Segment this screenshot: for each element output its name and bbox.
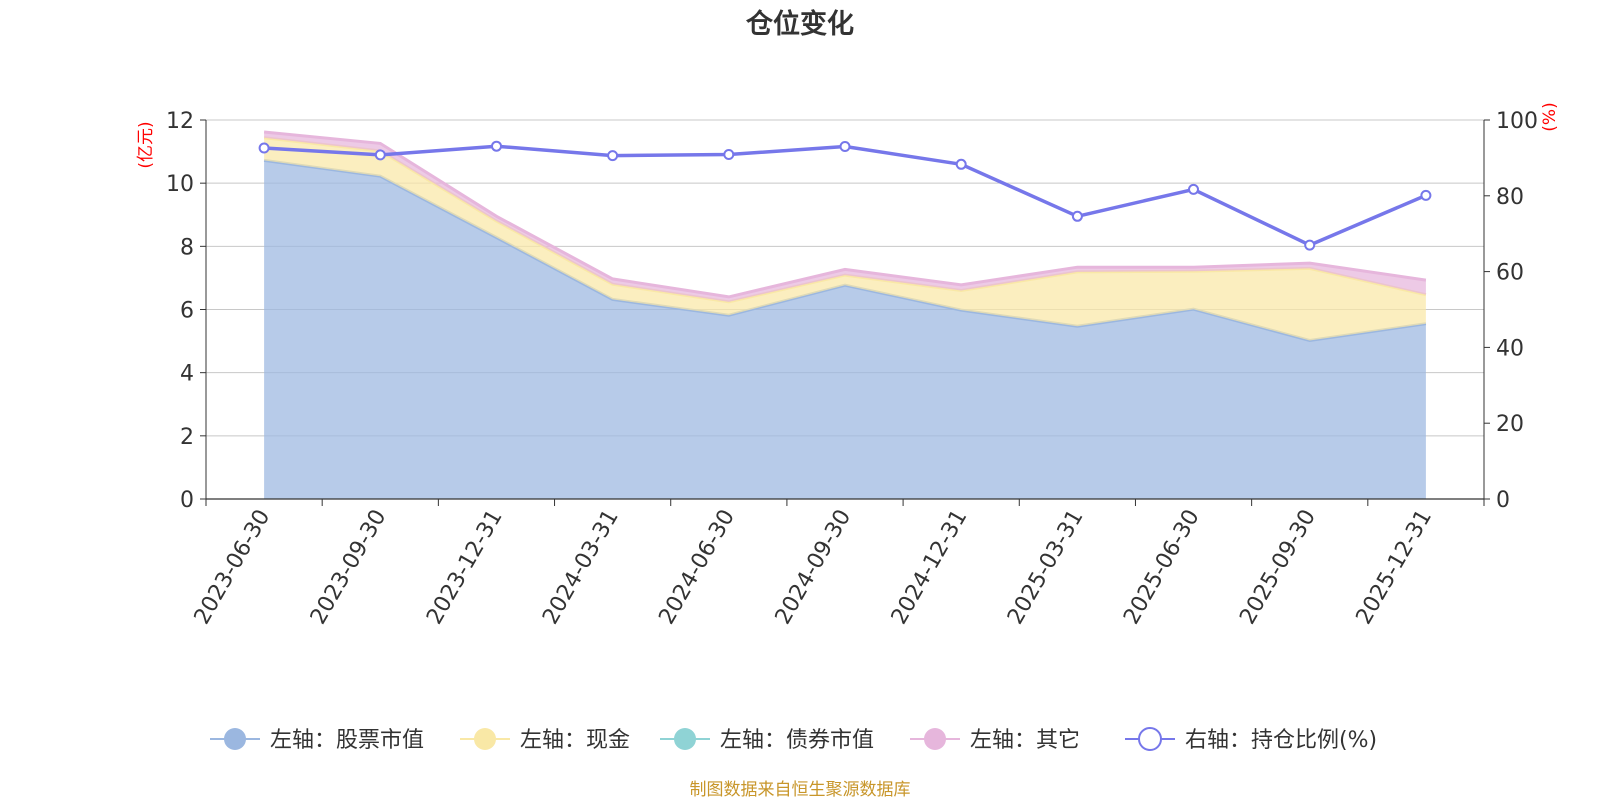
- ratio-point: [491, 140, 502, 152]
- ratio-point: [1188, 183, 1199, 195]
- stacked-areas: [263, 130, 1427, 499]
- x-tick-label: 2025-12-31: [1352, 506, 1438, 629]
- left-axis-unit: (亿元): [136, 121, 156, 168]
- x-tick-label: 2025-09-30: [1235, 506, 1321, 629]
- legend-marker: [1138, 727, 1162, 751]
- right-axis-unit: (%): [1540, 102, 1560, 131]
- x-tick-label: 2025-06-30: [1119, 506, 1205, 629]
- ratio-point: [374, 149, 386, 161]
- area-edge-3: [263, 130, 1427, 299]
- ratio-point: [839, 141, 851, 152]
- area-0: [264, 160, 1426, 499]
- ratio-point: [723, 149, 735, 160]
- left-tick-label: 10: [166, 172, 194, 197]
- legend-marker: [224, 728, 246, 750]
- legend-marker: [674, 728, 696, 750]
- legend-item: 左轴：其它: [910, 728, 1080, 753]
- ratio-line: [258, 140, 1432, 251]
- chart-title: 仓位变化: [745, 8, 854, 40]
- legend-item: 左轴：债券市值: [660, 728, 874, 753]
- legend-item: 左轴：股票市值: [210, 728, 424, 753]
- ratio-point: [1304, 239, 1316, 251]
- x-tick-label: 2023-09-30: [306, 506, 392, 629]
- legend-label: 左轴：其它: [970, 728, 1080, 753]
- ratio-point: [1420, 189, 1432, 201]
- legend: 左轴：股票市值 左轴：现金 左轴：债券市值 左轴：其它 右轴：持仓比例(%): [210, 727, 1377, 753]
- legend-label: 左轴：股票市值: [270, 728, 424, 753]
- left-tick-label: 4: [180, 362, 194, 387]
- right-tick-label: 100: [1496, 109, 1538, 134]
- ratio-point: [607, 150, 619, 162]
- right-tick-label: 80: [1496, 185, 1524, 210]
- right-tick-label: 20: [1496, 412, 1524, 437]
- ratio-point: [955, 158, 967, 170]
- left-tick-label: 2: [180, 425, 194, 450]
- x-tick-label: 2025-03-31: [1003, 506, 1089, 629]
- legend-item: 右轴：持仓比例(%): [1125, 727, 1377, 753]
- legend-item: 左轴：现金: [460, 728, 630, 753]
- right-tick-label: 40: [1496, 336, 1524, 361]
- area-1: [264, 137, 1426, 341]
- x-tick-label: 2023-06-30: [190, 506, 276, 629]
- x-tick-label: 2024-06-30: [654, 506, 740, 629]
- x-tick-label: 2023-12-31: [422, 506, 508, 629]
- x-tick-label: 2024-12-31: [887, 506, 973, 629]
- left-tick-label: 8: [180, 235, 194, 260]
- ratio-point: [1071, 210, 1083, 222]
- legend-label: 右轴：持仓比例(%): [1185, 728, 1377, 753]
- right-tick-label: 0: [1496, 488, 1510, 513]
- legend-label: 左轴：债券市值: [720, 728, 874, 753]
- left-tick-label: 12: [166, 109, 194, 134]
- left-tick-label: 0: [180, 488, 194, 513]
- right-tick-label: 60: [1496, 261, 1524, 286]
- left-tick-label: 6: [180, 299, 194, 324]
- source-note: 制图数据来自恒生聚源数据库: [690, 780, 911, 800]
- legend-marker: [474, 728, 496, 750]
- legend-marker: [924, 728, 946, 750]
- ratio-point: [258, 142, 270, 154]
- legend-label: 左轴：现金: [520, 728, 630, 753]
- x-tick-label: 2024-03-31: [538, 506, 624, 629]
- x-tick-label: 2024-09-30: [771, 506, 857, 629]
